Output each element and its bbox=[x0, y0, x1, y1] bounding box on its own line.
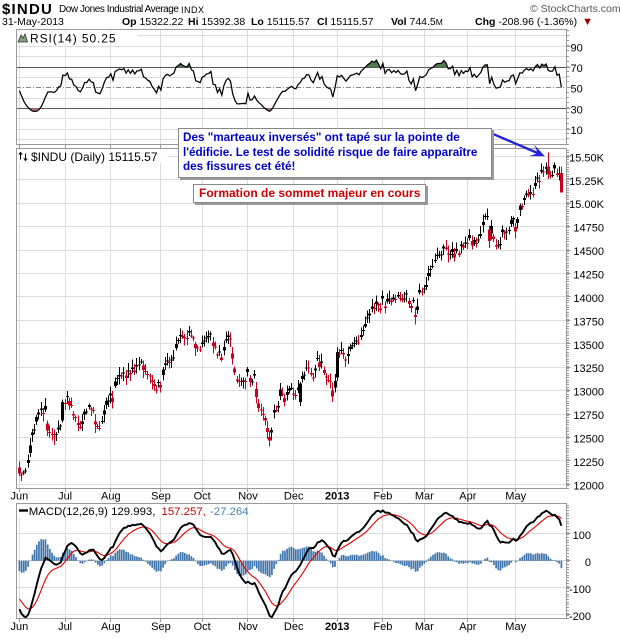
svg-text:15.50K: 15.50K bbox=[569, 152, 605, 164]
svg-text:Oct: Oct bbox=[194, 490, 211, 502]
svg-text:May: May bbox=[505, 490, 526, 502]
svg-text:$INDU (Daily) 15115.57: $INDU (Daily) 15115.57 bbox=[31, 150, 158, 164]
svg-text:157.257,: 157.257, bbox=[162, 506, 206, 518]
svg-text:Feb: Feb bbox=[373, 490, 392, 502]
svg-text:Aug: Aug bbox=[101, 621, 121, 633]
svg-text:Sep: Sep bbox=[151, 490, 171, 502]
svg-text:Dec: Dec bbox=[284, 621, 304, 633]
svg-text:14250: 14250 bbox=[573, 270, 604, 282]
svg-text:12500: 12500 bbox=[573, 434, 604, 446]
svg-text:15.00K: 15.00K bbox=[569, 199, 605, 211]
svg-text:Jun: Jun bbox=[11, 621, 29, 633]
svg-text:14000: 14000 bbox=[573, 293, 604, 305]
svg-text:Mar: Mar bbox=[415, 621, 434, 633]
svg-text:50: 50 bbox=[571, 84, 583, 96]
svg-text:12750: 12750 bbox=[573, 410, 604, 422]
svg-text:12250: 12250 bbox=[573, 457, 604, 469]
svg-text:Aug: Aug bbox=[101, 490, 121, 502]
svg-text:2013: 2013 bbox=[325, 490, 349, 502]
svg-text:Apr: Apr bbox=[459, 621, 476, 633]
svg-text:Feb: Feb bbox=[373, 621, 392, 633]
svg-text:13250: 13250 bbox=[573, 363, 604, 375]
svg-text:Sep: Sep bbox=[151, 621, 171, 633]
svg-text:Dec: Dec bbox=[284, 490, 304, 502]
svg-text:14750: 14750 bbox=[573, 223, 604, 235]
svg-text:-200: -200 bbox=[569, 611, 591, 623]
svg-text:Jul: Jul bbox=[58, 490, 72, 502]
svg-text:May: May bbox=[505, 621, 526, 633]
svg-text:Mar: Mar bbox=[415, 490, 434, 502]
svg-text:MACD(12,26,9) 129.993,: MACD(12,26,9) 129.993, bbox=[29, 506, 156, 518]
svg-text:RSI(14) 50.25: RSI(14) 50.25 bbox=[30, 32, 116, 46]
svg-text:13500: 13500 bbox=[573, 340, 604, 352]
svg-text:14500: 14500 bbox=[573, 246, 604, 258]
svg-text:Nov: Nov bbox=[238, 621, 258, 633]
svg-text:30: 30 bbox=[571, 104, 583, 116]
svg-text:10: 10 bbox=[571, 125, 583, 137]
svg-text:Jul: Jul bbox=[58, 621, 72, 633]
svg-text:13000: 13000 bbox=[573, 387, 604, 399]
svg-text:-100: -100 bbox=[569, 584, 591, 596]
svg-text:Nov: Nov bbox=[238, 490, 258, 502]
svg-text:-27.264: -27.264 bbox=[210, 506, 249, 518]
svg-text:70: 70 bbox=[571, 63, 583, 75]
svg-text:100: 100 bbox=[573, 530, 591, 542]
svg-text:15.25K: 15.25K bbox=[569, 176, 605, 188]
svg-text:Oct: Oct bbox=[194, 621, 211, 633]
svg-text:Apr: Apr bbox=[459, 490, 476, 502]
svg-text:13750: 13750 bbox=[573, 316, 604, 328]
svg-text:2013: 2013 bbox=[325, 621, 349, 633]
svg-text:90: 90 bbox=[571, 42, 583, 54]
svg-text:Jun: Jun bbox=[11, 490, 29, 502]
svg-text:0: 0 bbox=[585, 557, 591, 569]
svg-text:12000: 12000 bbox=[573, 480, 604, 492]
